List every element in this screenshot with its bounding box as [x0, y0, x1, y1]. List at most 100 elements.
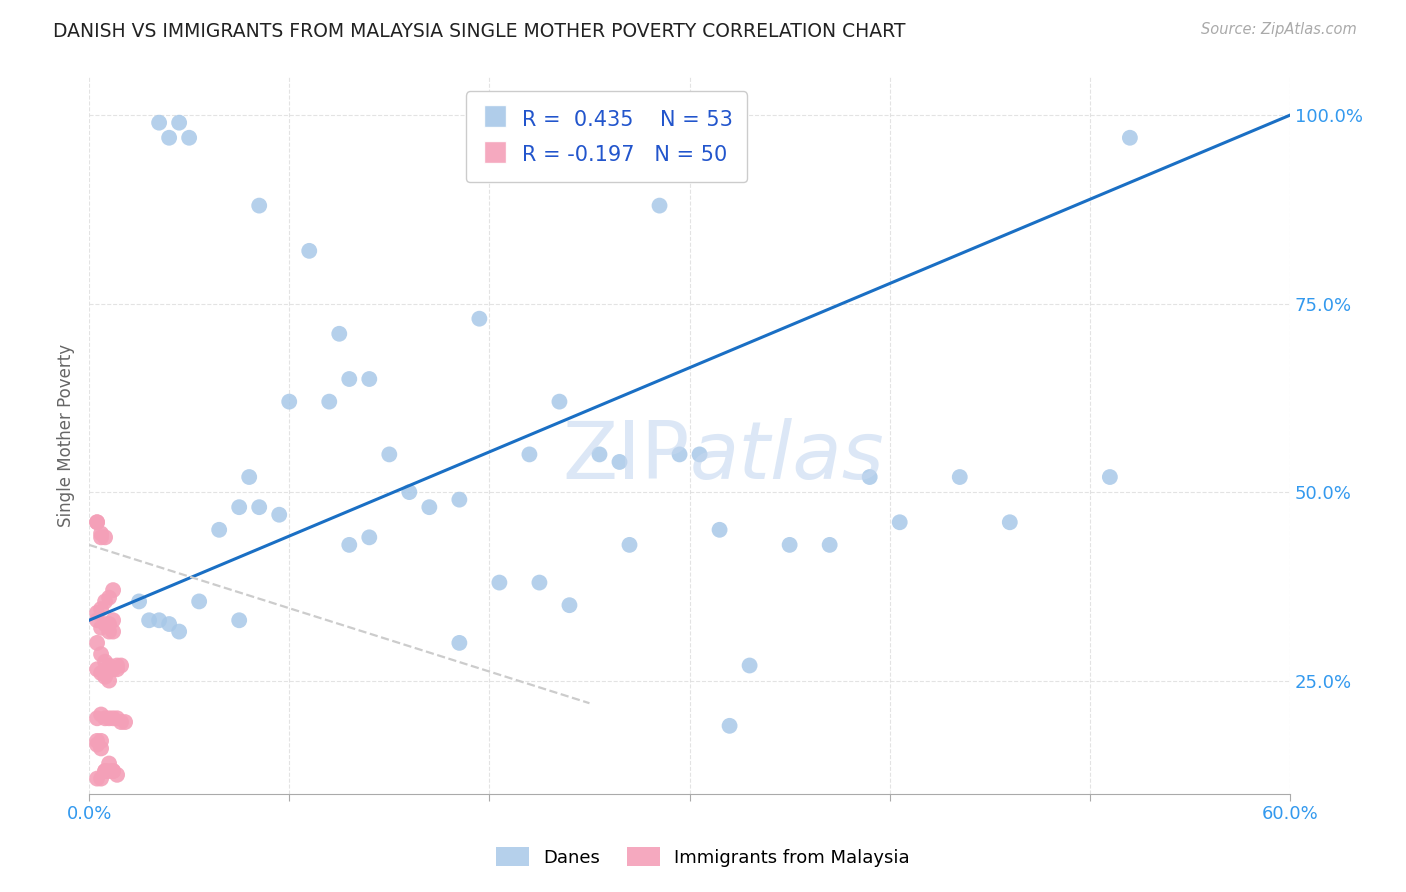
Point [449, 636, 471, 650]
Point [98, 591, 121, 605]
Point [167, 624, 190, 639]
Point [105, 768, 128, 782]
Point [949, 470, 972, 484]
Point [101, 613, 124, 627]
Point [110, 714, 132, 729]
Point [86, 772, 108, 786]
Point [90, 602, 112, 616]
Point [86, 636, 108, 650]
Legend: R =  0.435    N = 53, R = -0.197   N = 50: R = 0.435 N = 53, R = -0.197 N = 50 [465, 92, 748, 182]
Point [269, 508, 291, 522]
Point [86, 515, 108, 529]
Point [110, 658, 132, 673]
Point [738, 658, 761, 673]
Text: atlas: atlas [689, 418, 884, 496]
Point [101, 711, 124, 725]
Point [468, 311, 491, 326]
Point [247, 199, 270, 213]
Point [101, 764, 124, 778]
Point [90, 647, 112, 661]
Point [818, 538, 841, 552]
Point [90, 741, 112, 756]
Point [398, 485, 420, 500]
Point [337, 372, 360, 386]
Point [328, 326, 350, 341]
Point [94, 617, 117, 632]
Point [148, 613, 170, 627]
Legend: Danes, Immigrants from Malaysia: Danes, Immigrants from Malaysia [489, 840, 917, 874]
Point [208, 523, 231, 537]
Point [779, 538, 801, 552]
Y-axis label: Single Mother Poverty: Single Mother Poverty [58, 344, 75, 527]
Point [94, 670, 117, 684]
Point [157, 130, 180, 145]
Point [668, 447, 690, 461]
Point [609, 455, 631, 469]
Point [90, 526, 112, 541]
Point [86, 711, 108, 725]
Point [94, 655, 117, 669]
Point [1098, 470, 1121, 484]
Point [418, 500, 440, 515]
Point [105, 711, 128, 725]
Point [98, 756, 121, 771]
Point [998, 515, 1021, 529]
Point [94, 530, 117, 544]
Point [619, 538, 641, 552]
Point [86, 606, 108, 620]
Point [98, 673, 121, 688]
Point [449, 492, 471, 507]
Point [1119, 130, 1142, 145]
Point [94, 764, 117, 778]
Text: DANISH VS IMMIGRANTS FROM MALAYSIA SINGLE MOTHER POVERTY CORRELATION CHART: DANISH VS IMMIGRANTS FROM MALAYSIA SINGL… [53, 22, 905, 41]
Point [98, 711, 121, 725]
Point [359, 530, 381, 544]
Point [94, 764, 117, 778]
Point [278, 394, 301, 409]
Point [86, 734, 108, 748]
Point [98, 617, 121, 632]
Point [188, 594, 211, 608]
Point [101, 662, 124, 676]
Point [90, 707, 112, 722]
Point [94, 594, 117, 608]
Point [105, 658, 128, 673]
Point [157, 617, 180, 632]
Point [90, 772, 112, 786]
Point [86, 613, 108, 627]
Point [101, 764, 124, 778]
Text: ZIP: ZIP [562, 418, 689, 496]
Point [709, 523, 731, 537]
Point [167, 116, 190, 130]
Point [648, 199, 671, 213]
Point [86, 738, 108, 752]
Point [558, 598, 581, 612]
Point [378, 447, 401, 461]
Point [588, 447, 610, 461]
Point [94, 711, 117, 725]
Point [101, 583, 124, 598]
Point [98, 624, 121, 639]
Point [337, 538, 360, 552]
Point [90, 734, 112, 748]
Point [179, 130, 201, 145]
Point [859, 470, 882, 484]
Point [359, 372, 381, 386]
Point [105, 662, 128, 676]
Point [90, 621, 112, 635]
Point [247, 500, 270, 515]
Point [689, 447, 711, 461]
Text: Source: ZipAtlas.com: Source: ZipAtlas.com [1201, 22, 1357, 37]
Point [101, 624, 124, 639]
Point [148, 116, 170, 130]
Point [548, 394, 571, 409]
Point [889, 515, 911, 529]
Point [488, 575, 510, 590]
Point [228, 500, 250, 515]
Point [98, 658, 121, 673]
Point [298, 244, 321, 258]
Point [318, 394, 340, 409]
Point [86, 662, 108, 676]
Point [529, 575, 551, 590]
Point [128, 594, 150, 608]
